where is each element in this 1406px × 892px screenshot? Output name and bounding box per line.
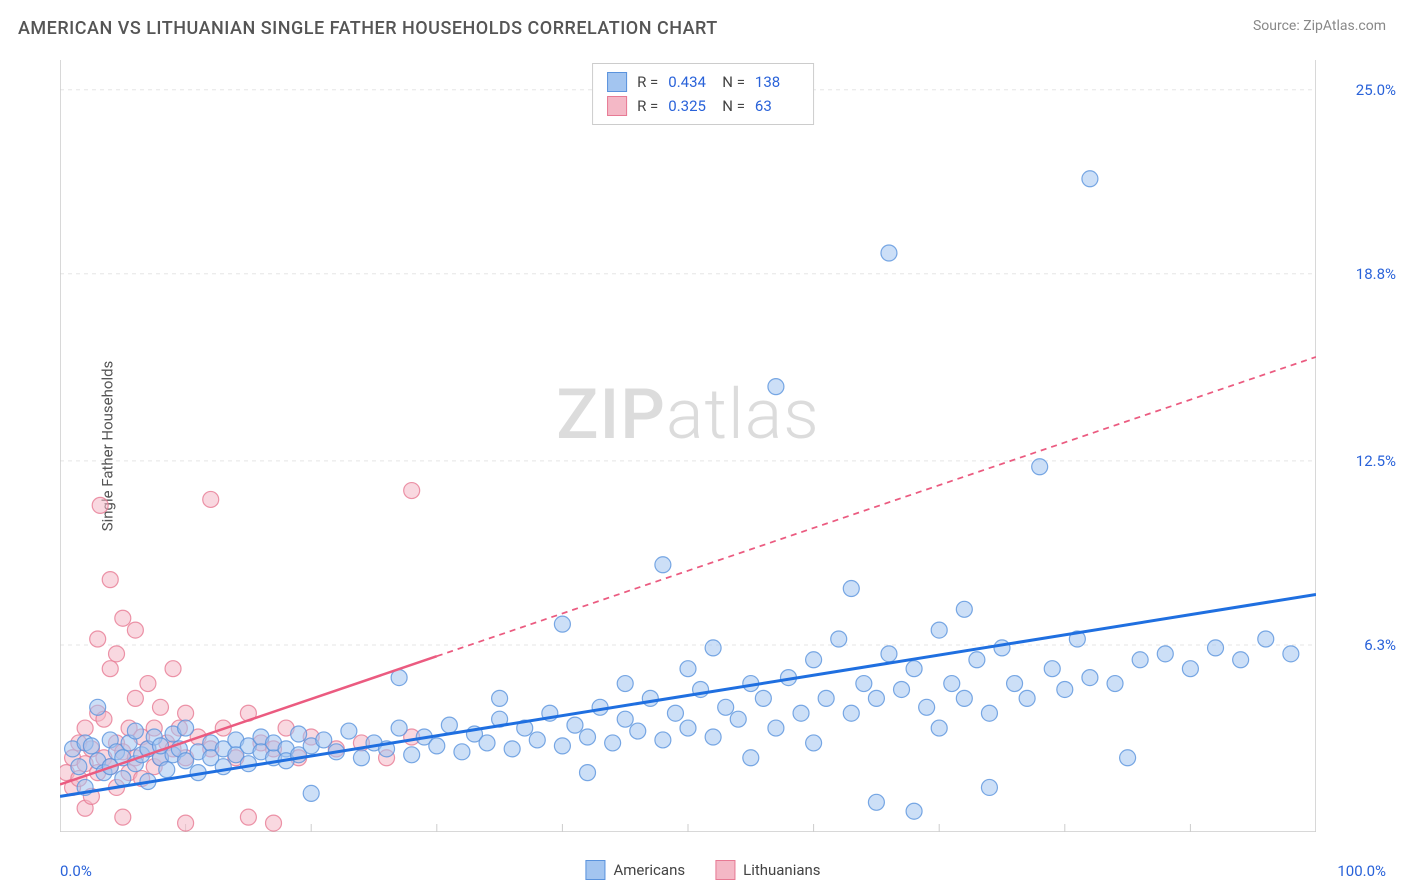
r-value-lithuanians: 0.325 bbox=[668, 94, 712, 118]
x-axis-min-label: 0.0% bbox=[60, 862, 92, 880]
swatch-americans bbox=[607, 72, 627, 92]
plot-area: ZIPatlas bbox=[60, 60, 1316, 832]
r-label: R = bbox=[637, 94, 658, 118]
legend-item-lithuanians: Lithuanians bbox=[715, 860, 820, 880]
n-value-americans: 138 bbox=[755, 70, 799, 94]
series-legend: Americans Lithuanians bbox=[585, 860, 820, 880]
legend-item-americans: Americans bbox=[585, 860, 685, 880]
stat-row-lithuanians: R = 0.325 N = 63 bbox=[607, 94, 799, 118]
r-label: R = bbox=[637, 70, 658, 94]
source-attribution: Source: ZipAtlas.com bbox=[1253, 18, 1386, 34]
chart-container: AMERICAN VS LITHUANIAN SINGLE FATHER HOU… bbox=[0, 0, 1406, 892]
swatch-americans bbox=[585, 860, 605, 880]
stat-row-americans: R = 0.434 N = 138 bbox=[607, 70, 799, 94]
r-value-americans: 0.434 bbox=[668, 70, 712, 94]
x-axis-max-label: 100.0% bbox=[1337, 862, 1386, 880]
n-label: N = bbox=[722, 70, 745, 94]
swatch-lithuanians bbox=[715, 860, 735, 880]
n-label: N = bbox=[722, 94, 745, 118]
legend-label-lithuanians: Lithuanians bbox=[743, 861, 820, 879]
n-value-lithuanians: 63 bbox=[755, 94, 799, 118]
y-tick-label: 18.8% bbox=[1356, 265, 1396, 283]
y-tick-label: 25.0% bbox=[1356, 81, 1396, 99]
swatch-lithuanians bbox=[607, 96, 627, 116]
correlation-legend: R = 0.434 N = 138 R = 0.325 N = 63 bbox=[592, 63, 814, 125]
legend-label-americans: Americans bbox=[613, 861, 685, 879]
y-tick-label: 6.3% bbox=[1364, 636, 1396, 654]
scatter-plot-svg bbox=[60, 60, 1316, 832]
y-tick-label: 12.5% bbox=[1356, 452, 1396, 470]
chart-title: AMERICAN VS LITHUANIAN SINGLE FATHER HOU… bbox=[18, 18, 718, 39]
